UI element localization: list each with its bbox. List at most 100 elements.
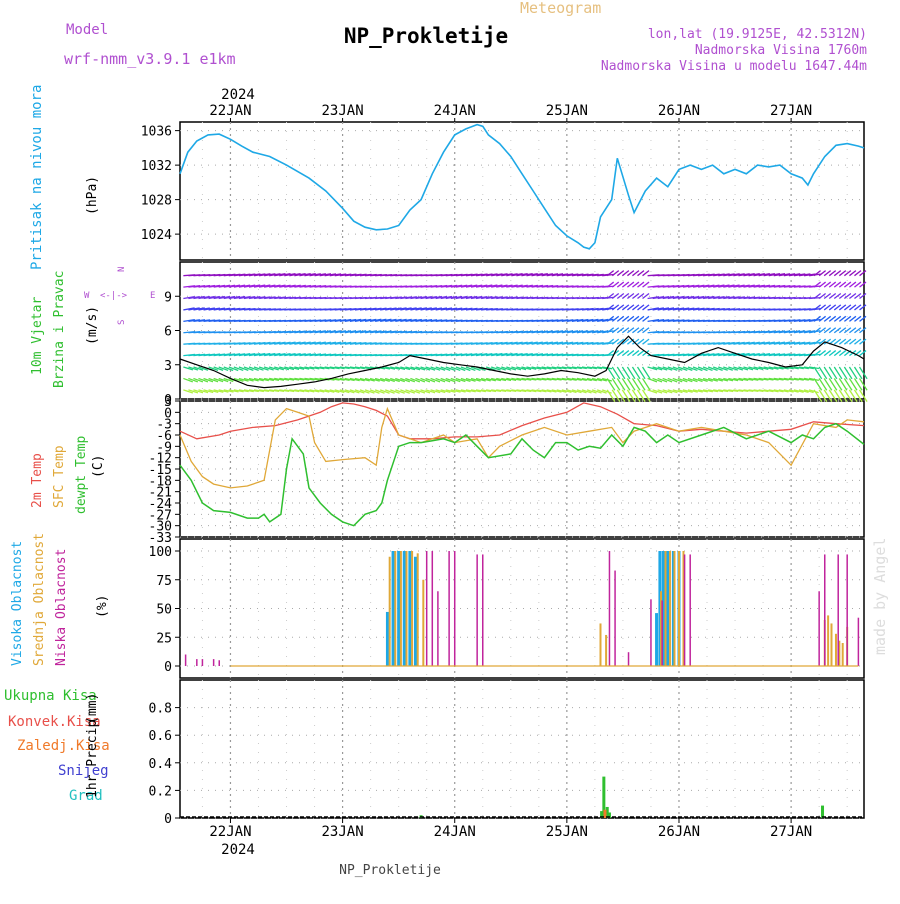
mid-cloud-bar <box>664 551 667 666</box>
date-tick-top: 26JAN <box>658 103 700 119</box>
wind-barb <box>738 366 749 371</box>
wind-barb <box>203 295 215 300</box>
ytick-label: 0.4 <box>149 757 173 772</box>
wind-barb <box>501 352 513 357</box>
wind-barb <box>374 318 387 323</box>
wind-barb <box>859 270 867 277</box>
wind-barb <box>858 378 868 391</box>
wind-barb <box>193 295 205 300</box>
wind-barb <box>208 366 219 371</box>
wind-barb <box>475 284 488 288</box>
wind-barb <box>435 307 448 311</box>
wind-barb <box>183 307 195 311</box>
total-precip-bar <box>602 776 606 818</box>
wind-barb <box>616 366 626 380</box>
wind-barb <box>616 292 625 300</box>
wind-barb <box>223 366 234 372</box>
wind-barb <box>511 341 523 345</box>
wind-barb <box>692 307 705 311</box>
wind-barb <box>269 296 281 300</box>
wind-barb <box>858 366 868 380</box>
wind-barb <box>687 389 698 393</box>
wind-barb <box>480 296 493 300</box>
wind-barb <box>672 295 685 300</box>
wind-barb <box>491 284 503 288</box>
wind-barb <box>652 389 663 394</box>
wind-barb <box>848 366 858 380</box>
wind-barb <box>506 296 518 300</box>
wind-barb <box>430 389 441 394</box>
wind-barb <box>611 366 621 380</box>
mid-cloud-bar <box>405 551 408 666</box>
wind-barb <box>455 284 468 288</box>
wind-barb <box>713 284 725 288</box>
wind-barb <box>188 307 200 311</box>
wind-barb <box>253 341 266 345</box>
sfc-temp-label: SFC Temp <box>52 445 67 508</box>
wind-barb <box>566 318 579 323</box>
low-cloud-bar <box>846 554 848 666</box>
wind-barb <box>813 378 823 391</box>
wind-barb <box>425 366 436 371</box>
ytick-label: 0.6 <box>149 729 172 744</box>
wind-barb <box>813 327 821 334</box>
wind-barb <box>258 284 271 288</box>
temp2m-label: 2m Temp <box>30 453 45 508</box>
wind-barb <box>697 353 710 357</box>
high-cloud-bar <box>397 551 401 666</box>
wind-barb <box>743 366 754 371</box>
wind-barb <box>188 377 199 383</box>
wind-barb <box>248 273 261 277</box>
wind-barb <box>228 295 241 300</box>
wind-barb <box>203 377 214 383</box>
wind-barb <box>425 377 436 383</box>
wind-barb <box>708 295 720 300</box>
wind-barb <box>788 377 799 381</box>
wind-barb <box>657 377 668 383</box>
wind-barb <box>218 389 229 393</box>
wind-barb <box>344 330 357 334</box>
wind-barb <box>813 338 821 345</box>
wind-barb <box>334 341 347 345</box>
wind-barb <box>631 389 641 402</box>
wind-barb <box>788 273 801 277</box>
wind-barb <box>783 273 796 277</box>
wind-barb <box>380 330 392 334</box>
wind-barb <box>233 353 246 357</box>
wind-barb <box>853 366 863 380</box>
wind-barb <box>677 284 690 288</box>
wind-barb <box>823 338 832 345</box>
wind-barb <box>213 307 226 311</box>
wind-barb <box>677 389 688 393</box>
wind-barb <box>228 389 239 393</box>
wind-barb <box>299 366 310 370</box>
wind-barb <box>632 281 640 288</box>
wind-barb <box>395 377 405 383</box>
wind-barb <box>611 281 620 288</box>
wind-barb <box>274 284 286 288</box>
wind-barb <box>415 296 428 300</box>
wind-barb <box>803 341 816 345</box>
wind-barb <box>823 389 833 402</box>
wind-barb <box>682 353 695 357</box>
ytick-label: -15 <box>149 463 172 478</box>
wind-barb <box>838 389 848 402</box>
wind-barb <box>687 284 700 288</box>
ytick-label: -27 <box>149 508 172 523</box>
wind-barb <box>703 307 715 311</box>
wind-barb <box>642 315 650 322</box>
wind-barb <box>848 389 858 402</box>
wind-barb <box>218 284 231 288</box>
wind-barb <box>415 389 426 394</box>
wind-barb <box>723 273 735 277</box>
wind-barb <box>491 389 502 393</box>
wind-barb <box>647 389 658 394</box>
wind-barb <box>516 389 527 393</box>
wind-barb <box>253 366 264 371</box>
wind-barb <box>228 284 241 288</box>
wind-barb <box>359 389 370 394</box>
wind-barb <box>657 319 670 323</box>
wind-barb <box>833 327 842 334</box>
wind-barb <box>697 284 710 288</box>
wind-barb <box>450 377 461 383</box>
